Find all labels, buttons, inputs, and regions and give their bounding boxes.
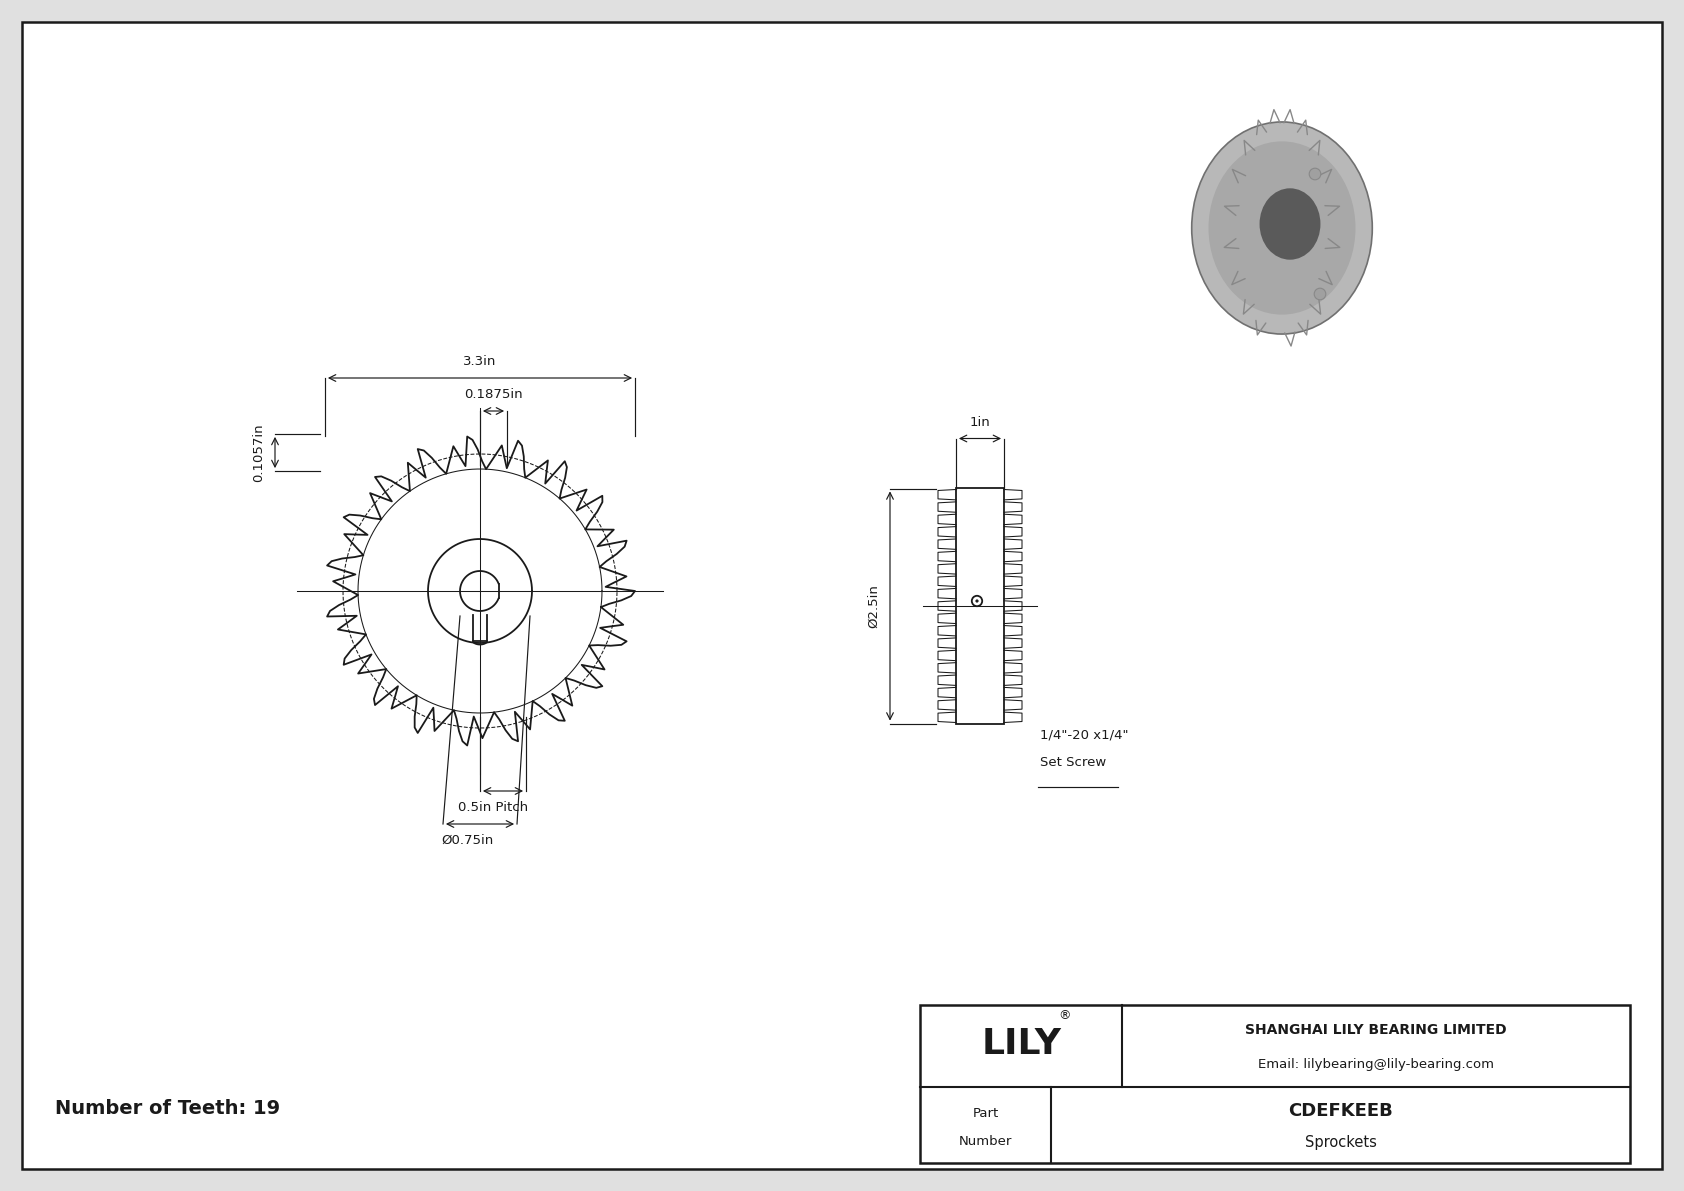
Text: Email: lilybearing@lily-bearing.com: Email: lilybearing@lily-bearing.com [1258, 1058, 1494, 1071]
Text: Ø0.75in: Ø0.75in [441, 834, 493, 847]
Text: 0.1057in: 0.1057in [253, 423, 264, 482]
Text: CDEFKEEB: CDEFKEEB [1288, 1103, 1393, 1121]
Circle shape [1308, 168, 1320, 180]
Text: 0.1875in: 0.1875in [465, 388, 522, 401]
Text: LILY: LILY [982, 1027, 1061, 1061]
Circle shape [975, 600, 978, 603]
Ellipse shape [1209, 142, 1356, 314]
Ellipse shape [1260, 188, 1320, 260]
Text: 1/4"-20 x1/4": 1/4"-20 x1/4" [1041, 729, 1128, 742]
Text: 3.3in: 3.3in [463, 355, 497, 368]
Text: ®: ® [1058, 1010, 1071, 1023]
Text: Part: Part [973, 1108, 999, 1120]
Text: Number of Teeth: 19: Number of Teeth: 19 [56, 1099, 280, 1118]
Ellipse shape [1192, 121, 1372, 333]
Circle shape [1314, 288, 1325, 300]
Ellipse shape [1292, 135, 1325, 322]
Text: Number: Number [958, 1135, 1012, 1148]
Text: 1in: 1in [970, 416, 990, 429]
Bar [919, 1005, 1630, 1162]
Bar [957, 488, 1004, 723]
Text: 0.5in Pitch: 0.5in Pitch [458, 802, 529, 813]
Text: Sprockets: Sprockets [1305, 1135, 1376, 1151]
Text: SHANGHAI LILY BEARING LIMITED: SHANGHAI LILY BEARING LIMITED [1246, 1023, 1507, 1036]
Text: Set Screw: Set Screw [1041, 756, 1106, 769]
Text: Ø2.5in: Ø2.5in [867, 584, 881, 628]
